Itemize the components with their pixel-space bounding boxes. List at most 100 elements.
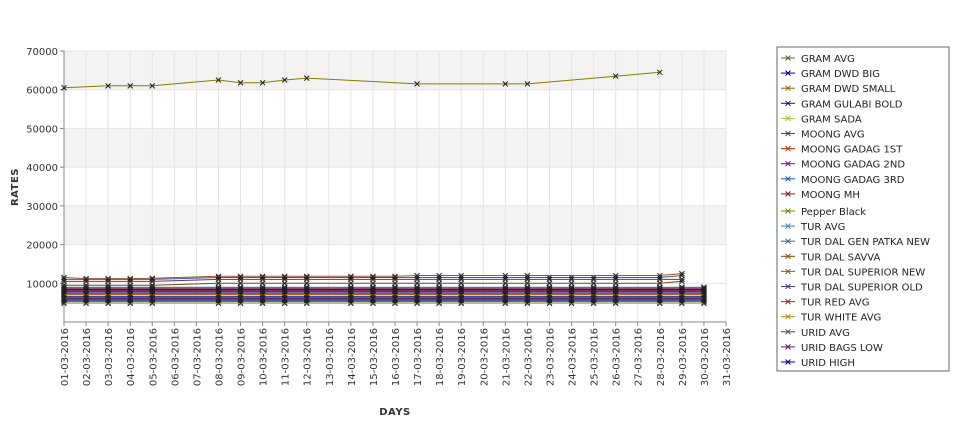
series-point bbox=[546, 276, 553, 283]
point-mark-stroke bbox=[259, 295, 266, 301]
legend-label: GRAM DWD SMALL bbox=[801, 84, 896, 95]
series-point bbox=[436, 295, 442, 302]
series-point bbox=[370, 295, 376, 302]
series-point bbox=[83, 295, 89, 301]
series-point bbox=[105, 295, 111, 302]
legend-marker bbox=[785, 223, 791, 229]
series-point bbox=[392, 300, 398, 307]
series-point bbox=[348, 276, 354, 283]
series-point bbox=[149, 300, 156, 307]
point-mark-stroke bbox=[281, 286, 288, 292]
series-point bbox=[392, 295, 398, 302]
series-line bbox=[64, 275, 682, 280]
point-mark-stroke bbox=[127, 295, 134, 301]
point-mark-stroke bbox=[590, 295, 597, 302]
y-axis-title: RATES bbox=[10, 168, 21, 206]
series-point bbox=[546, 300, 553, 307]
point-mark-stroke bbox=[215, 300, 222, 307]
series-urid-avg bbox=[61, 295, 707, 301]
legend-marker bbox=[785, 191, 791, 197]
series-point bbox=[436, 295, 442, 301]
series-point bbox=[392, 276, 398, 283]
point-mark-stroke bbox=[392, 295, 398, 301]
series-point bbox=[590, 295, 597, 301]
series-point bbox=[679, 295, 685, 301]
x-tick-label: 23-03-2016 bbox=[545, 328, 556, 386]
point-mark-stroke bbox=[568, 295, 575, 301]
x-tick-labels: 01-03-2016 02-03-2016 03-03-2016 04-03-2016… bbox=[60, 328, 733, 386]
point-mark-stroke bbox=[785, 130, 791, 137]
legend-marker bbox=[785, 253, 791, 260]
point-mark-stroke bbox=[656, 69, 663, 76]
series-point bbox=[303, 295, 310, 302]
series-point bbox=[281, 286, 288, 292]
point-mark-stroke bbox=[568, 300, 575, 307]
y-tick-label: 70000 bbox=[26, 47, 58, 58]
legend-item: GRAM DWD SMALL bbox=[781, 84, 896, 95]
legend-item: TUR WHITE AVG bbox=[781, 313, 881, 324]
legend-item: GRAM AVG bbox=[781, 54, 855, 65]
point-mark-stroke bbox=[414, 295, 420, 302]
point-mark-stroke bbox=[237, 300, 244, 307]
series-point bbox=[701, 300, 707, 307]
legend-marker bbox=[785, 359, 791, 365]
series-point bbox=[524, 81, 531, 87]
point-mark-stroke bbox=[701, 295, 707, 301]
legend-item: TUR DAL SUPERIOR OLD bbox=[781, 283, 923, 294]
legend-label: TUR DAL GEN PATKA NEW bbox=[800, 237, 930, 248]
series-point bbox=[127, 82, 134, 89]
point-mark-stroke bbox=[370, 295, 376, 302]
series-point bbox=[259, 300, 266, 307]
legend-item: MOONG MH bbox=[781, 190, 860, 201]
point-mark-stroke bbox=[701, 300, 707, 307]
legend-label: GRAM SADA bbox=[801, 114, 862, 125]
legend-marker bbox=[785, 70, 791, 76]
point-mark-stroke bbox=[785, 298, 791, 305]
x-tick-label: 27-03-2016 bbox=[634, 328, 645, 386]
point-mark-stroke bbox=[785, 344, 791, 350]
point-mark-stroke bbox=[259, 295, 266, 302]
point-mark-stroke bbox=[392, 286, 398, 292]
legend-item: MOONG GADAG 1ST bbox=[781, 145, 903, 156]
point-mark-stroke bbox=[281, 77, 288, 83]
legend-label: URID HIGH bbox=[801, 358, 855, 369]
series-point bbox=[83, 295, 89, 302]
point-mark-stroke bbox=[546, 295, 553, 301]
legend-label: GRAM AVG bbox=[801, 54, 855, 65]
series-point bbox=[414, 295, 420, 302]
legend-marker bbox=[785, 313, 791, 320]
series-gram-sada bbox=[61, 300, 707, 307]
series-point bbox=[656, 69, 663, 76]
legend-marker bbox=[785, 100, 791, 107]
point-mark-stroke bbox=[370, 300, 376, 307]
x-tick-label: 25-03-2016 bbox=[590, 328, 601, 386]
series-point bbox=[546, 286, 553, 292]
series-point bbox=[414, 276, 420, 283]
series-point bbox=[612, 295, 619, 301]
x-tick-label: 06-03-2016 bbox=[170, 328, 181, 386]
series-urid-high bbox=[61, 286, 707, 292]
legend-item: MOONG GADAG 2ND bbox=[781, 160, 905, 171]
series-point bbox=[701, 295, 707, 301]
point-mark-stroke bbox=[61, 278, 67, 285]
legend-label: Pepper Black bbox=[801, 207, 866, 218]
point-mark-stroke bbox=[546, 276, 553, 283]
point-mark-stroke bbox=[237, 79, 244, 86]
series-point bbox=[679, 295, 685, 302]
point-mark-stroke bbox=[259, 276, 266, 283]
point-mark-stroke bbox=[237, 286, 244, 292]
series-point bbox=[127, 300, 134, 307]
legend-label: GRAM DWD BIG bbox=[801, 69, 880, 80]
series-point bbox=[679, 270, 685, 277]
point-mark-stroke bbox=[303, 276, 310, 283]
point-mark-stroke bbox=[348, 295, 354, 301]
series-point bbox=[502, 295, 509, 302]
point-mark-stroke bbox=[259, 286, 266, 292]
series-urid-bags-low bbox=[61, 295, 707, 302]
legend-item: TUR RED AVG bbox=[781, 298, 870, 309]
point-mark-stroke bbox=[785, 145, 791, 152]
legend-marker bbox=[785, 175, 791, 182]
x-tick-label: 08-03-2016 bbox=[214, 328, 225, 386]
series-point bbox=[259, 276, 266, 283]
